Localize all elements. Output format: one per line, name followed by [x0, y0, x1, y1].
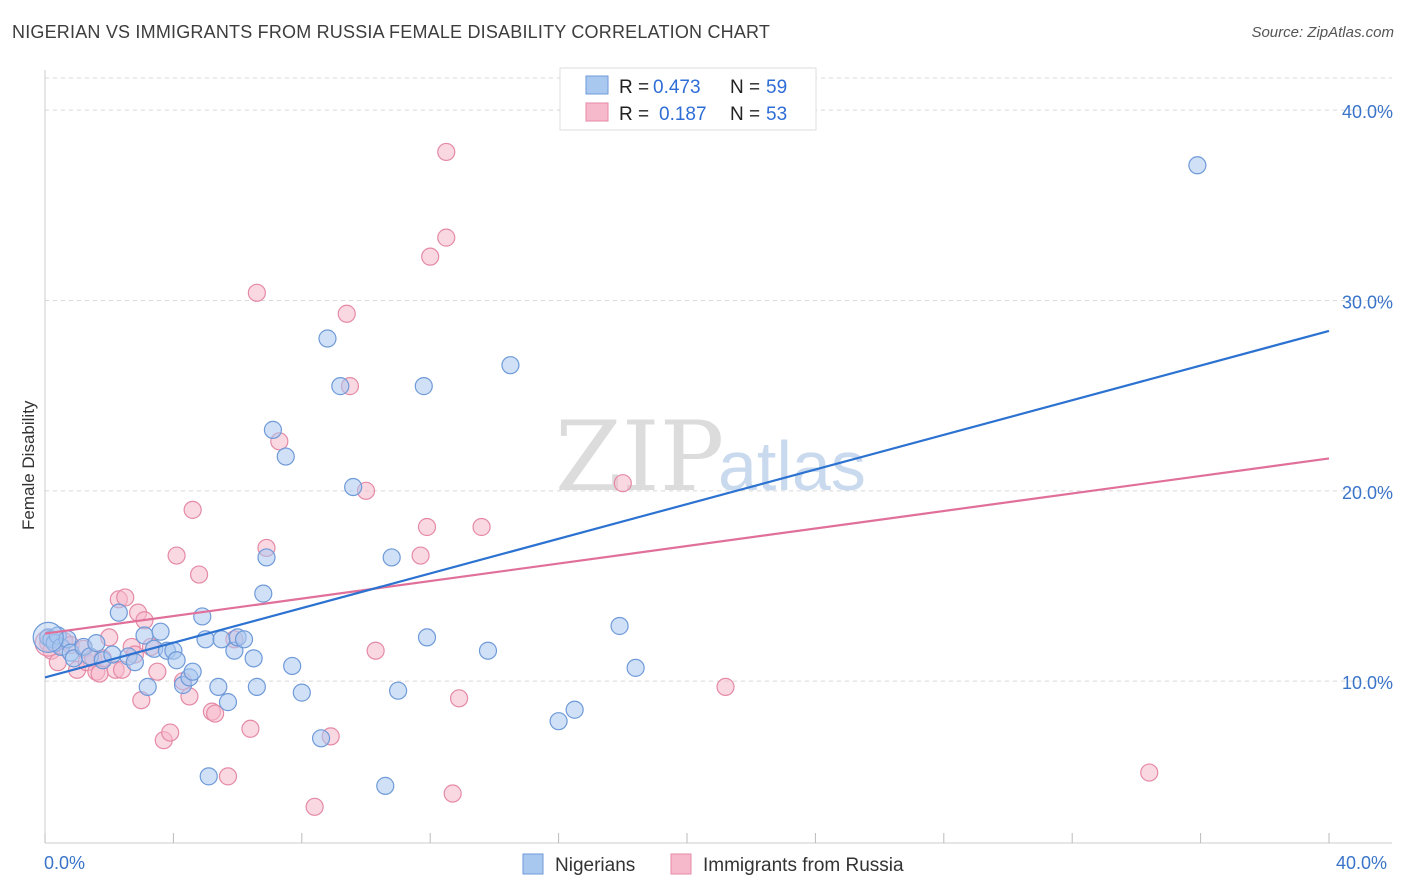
correlation-legend: R = 0.473 N = 59 R = 0.187 N = 53 — [559, 67, 817, 131]
legend-r-value: 0.187 — [659, 104, 707, 125]
legend-n-label: N = — [730, 104, 760, 125]
russia-point — [449, 689, 469, 708]
russia-point — [366, 641, 385, 660]
nigerian-point — [549, 712, 568, 731]
legend-r-value: 0.473 — [653, 77, 701, 98]
nigerian-point — [417, 628, 437, 647]
nigerian-point — [478, 641, 498, 660]
y-tick-labels: 10.0% 20.0% 30.0% 40.0% — [1342, 102, 1393, 693]
series-nigerians-points — [32, 156, 1207, 795]
nigerian-point — [344, 477, 363, 497]
russia-point — [417, 517, 437, 537]
russia-point — [183, 500, 202, 519]
trend-line-nigerians — [44, 329, 1330, 679]
nigerian-point — [501, 356, 520, 375]
nigerian-point — [414, 377, 433, 396]
legend-swatch-nigerians — [585, 75, 609, 95]
bottom-legend-swatch-nigerians — [522, 853, 544, 875]
legend-r-label: R = — [619, 77, 649, 98]
legend-n-value: 53 — [766, 104, 787, 125]
y-axis-label: Female Disability — [19, 400, 38, 530]
russia-point — [206, 704, 225, 723]
x-tick-labels: 0.0% 40.0% — [44, 853, 1387, 873]
legend-swatch-russia — [585, 102, 609, 122]
nigerian-point — [382, 548, 401, 567]
x-tick-label-max: 40.0% — [1336, 853, 1387, 873]
nigerian-point — [389, 681, 408, 700]
source-credit: Source: ZipAtlas.com — [1251, 24, 1394, 41]
russia-point — [411, 546, 430, 565]
axes — [44, 70, 1392, 844]
trend-line-russia — [44, 457, 1330, 635]
russia-point — [716, 677, 735, 696]
russia-point — [161, 723, 180, 742]
nigerian-point — [209, 677, 228, 696]
nigerian-point — [247, 677, 266, 696]
russia-point — [472, 517, 491, 537]
nigerian-point — [276, 447, 295, 466]
russia-point — [1140, 763, 1159, 782]
nigerian-point — [151, 622, 170, 641]
russia-point — [218, 767, 238, 786]
x-ticks — [44, 833, 1330, 843]
nigerian-point-cluster — [32, 621, 64, 654]
russia-point — [337, 304, 356, 323]
russia-point — [421, 247, 440, 266]
bottom-legend-swatch-russia — [670, 853, 692, 875]
russia-point — [613, 474, 632, 493]
y-tick-label: 40.0% — [1342, 102, 1393, 122]
series-legend: Nigerians Immigrants from Russia — [522, 853, 904, 876]
nigerian-point — [311, 729, 331, 748]
nigerian-point — [376, 776, 395, 795]
russia-point — [437, 228, 456, 247]
nigerian-point — [257, 548, 276, 567]
russia-point — [116, 588, 135, 607]
nigerian-point — [254, 584, 273, 603]
russia-point — [148, 662, 167, 681]
y-tick-label: 30.0% — [1342, 292, 1393, 312]
nigerian-point — [218, 693, 238, 712]
russia-point — [443, 784, 462, 803]
chart-title: NIGERIAN VS IMMIGRANTS FROM RUSSIA FEMAL… — [12, 22, 771, 42]
nigerian-point — [610, 616, 629, 636]
russia-point — [167, 546, 186, 565]
bottom-legend-label-nigerians: Nigerians — [555, 855, 635, 876]
nigerian-point — [183, 662, 202, 681]
nigerian-point — [234, 630, 254, 649]
trend-lines — [44, 329, 1330, 679]
watermark-atlas: atlas — [718, 427, 866, 505]
russia-point — [189, 565, 209, 584]
nigerian-point — [283, 656, 302, 676]
nigerian-point — [565, 700, 584, 719]
nigerian-point — [1188, 156, 1207, 175]
nigerian-point — [331, 377, 350, 396]
nigerian-point — [292, 683, 311, 702]
legend-n-label: N = — [730, 77, 760, 98]
x-tick-label-min: 0.0% — [44, 853, 85, 873]
legend-r-label: R = — [619, 104, 649, 125]
nigerian-point — [199, 767, 218, 786]
russia-point — [437, 142, 456, 162]
watermark-zip: ZIP — [555, 401, 724, 513]
nigerian-point — [263, 420, 283, 439]
legend-n-value: 59 — [766, 77, 787, 98]
nigerian-point — [87, 634, 106, 653]
watermark: ZIP atlas — [555, 401, 866, 513]
nigerian-point — [626, 658, 645, 677]
nigerian-point — [109, 603, 128, 622]
bottom-legend-label-russia: Immigrants from Russia — [703, 855, 904, 876]
y-tick-label: 10.0% — [1342, 673, 1393, 693]
russia-point — [247, 283, 266, 302]
nigerian-point — [138, 677, 157, 696]
nigerian-point — [167, 651, 186, 670]
russia-point — [241, 719, 260, 738]
nigerian-point — [318, 329, 337, 348]
russia-point — [305, 797, 324, 816]
y-tick-label: 20.0% — [1342, 483, 1393, 503]
nigerian-point — [244, 649, 263, 668]
nigerian-point — [125, 653, 144, 672]
